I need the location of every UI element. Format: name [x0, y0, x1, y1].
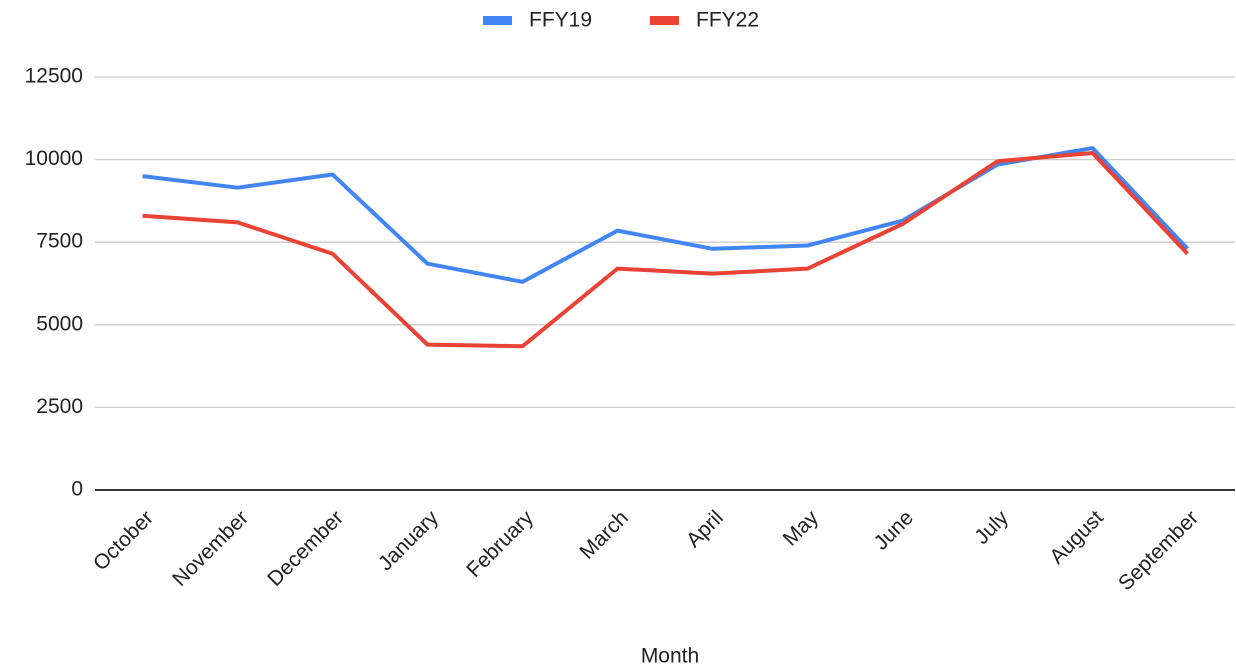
x-tick-label: December — [263, 506, 348, 591]
x-tick-label: July — [970, 506, 1013, 549]
legend-swatch — [650, 16, 679, 25]
x-tick-label: June — [869, 506, 917, 554]
x-tick-label: August — [1045, 506, 1108, 569]
line — [142, 146, 1189, 284]
legend-swatch — [483, 16, 512, 25]
x-tick-label: November — [168, 506, 253, 591]
legend-label: FFY22 — [696, 9, 759, 32]
y-tick-label: 2500 — [36, 395, 83, 418]
x-axis-label: Month — [641, 645, 699, 668]
y-tick-label: 10000 — [25, 147, 83, 170]
x-tick-label: January — [374, 506, 443, 575]
x-tick-label: October — [89, 506, 158, 575]
x-tick-label: May — [779, 506, 824, 551]
x-tick-label: March — [575, 506, 633, 564]
legend-label: FFY19 — [529, 9, 592, 32]
y-tick-label: 0 — [71, 478, 83, 501]
y-tick-label: 5000 — [36, 312, 83, 335]
x-tick-label: February — [462, 506, 538, 582]
x-tick-label: September — [1114, 506, 1203, 595]
y-tick-label: 12500 — [25, 65, 83, 88]
y-tick-label: 7500 — [36, 230, 83, 253]
line — [142, 150, 1189, 349]
x-tick-label: April — [682, 506, 728, 552]
